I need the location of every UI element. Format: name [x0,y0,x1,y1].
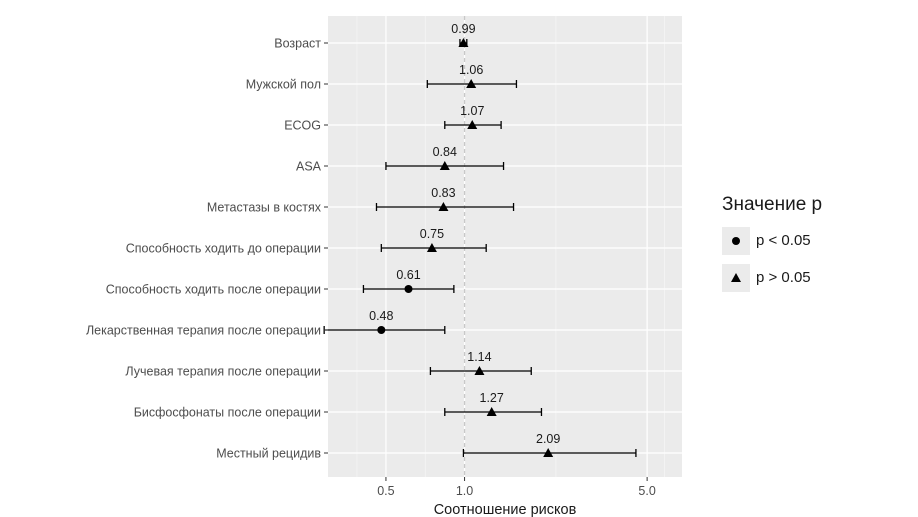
data-label: 0.99 [451,22,475,36]
y-axis-labels: Возраст Мужской пол ECOG ASA Метастазы в кос… [86,37,328,461]
legend: Значение p p < 0.05 p > 0.05 [722,194,822,296]
point-estimate-triangle [438,202,449,211]
point-estimate-triangle [486,407,497,416]
data-label: 1.27 [480,391,504,405]
y-tick-label: ECOG [284,119,321,133]
forest-row: 0.84 [385,145,505,170]
y-tick-label: Лучевая терапия после операции [125,365,321,379]
data-label: 1.14 [467,350,491,364]
forest-row: 1.27 [444,391,543,416]
y-tick-label: Метастазы в костях [207,201,322,215]
forest-row: 1.06 [426,63,518,88]
y-tick-label: Лекарственная терапия после операции [86,324,321,338]
legend-key-triangle [722,263,750,292]
y-tick-label: Способность ходить после операции [106,283,321,297]
x-axis-ticks: 0.5 1.0 5.0 [377,477,656,498]
forest-rows: 0.99 1.06 1.07 0.84 0.83 0.75 0.61 0.48 1.14 1.27… [323,22,637,457]
y-tick-label: Местный рецидив [216,447,321,461]
legend-key-circle [722,226,750,255]
point-estimate-triangle [467,120,478,129]
triangle-marker-icon [731,272,741,282]
y-tick-label: ASA [296,160,322,174]
data-label: 0.61 [396,268,420,282]
forest-row: 1.14 [429,350,532,375]
grid-lines [328,16,682,477]
forest-row: 0.61 [362,268,455,293]
forest-row: 1.07 [444,104,502,129]
point-estimate-triangle [439,161,450,170]
point-estimate-triangle [466,79,477,88]
forest-row: 2.09 [462,432,637,457]
x-tick-label: 1.0 [456,484,473,498]
data-label: 0.48 [369,309,393,323]
point-estimate-triangle [426,243,437,252]
y-tick-label: Мужской пол [246,78,321,92]
legend-title: Значение p [722,194,823,215]
y-tick-label: Возраст [274,37,321,51]
x-tick-label: 5.0 [638,484,655,498]
plot-panel [328,16,682,477]
point-estimate-triangle [458,38,469,47]
data-label: 1.06 [459,63,483,77]
legend-item-triangle: p > 0.05 [722,259,822,296]
point-estimate-circle [377,326,386,334]
data-label: 0.83 [431,186,455,200]
data-label: 2.09 [536,432,560,446]
forest-row: 0.83 [375,186,515,211]
legend-item-circle: p < 0.05 [722,222,822,259]
y-tick-label: Способность ходить до операции [126,242,321,256]
legend-label-circle: p < 0.05 [756,232,811,249]
forest-row: 0.99 [451,22,476,47]
point-estimate-circle [404,285,413,293]
data-label: 0.75 [420,227,444,241]
forest-row: 0.48 [323,309,446,334]
forest-row: 0.75 [380,227,487,252]
point-estimate-triangle [474,366,485,375]
y-tick-label: Бисфосфонаты после операции [134,406,321,420]
point-estimate-triangle [543,448,554,457]
x-tick-label: 0.5 [377,484,394,498]
legend-label-triangle: p > 0.05 [756,269,811,286]
data-label: 1.07 [460,104,484,118]
circle-marker-icon [732,236,740,245]
data-label: 0.84 [433,145,457,159]
x-axis-title: Соотношение рисков [434,502,577,517]
